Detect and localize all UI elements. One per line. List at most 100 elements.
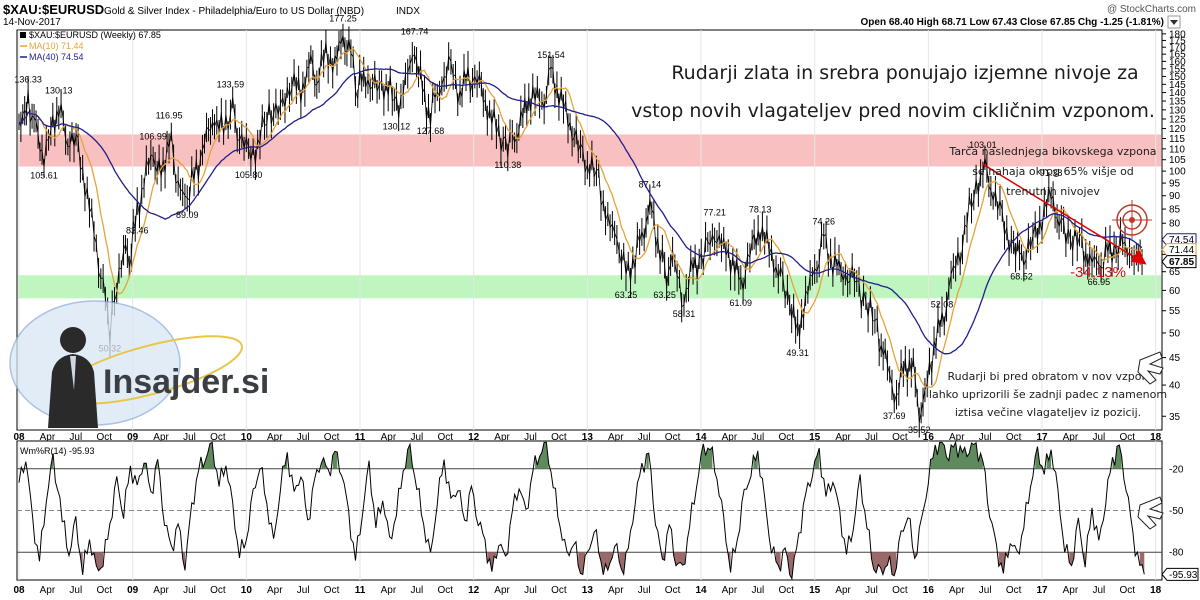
price-y-tick-label: 65 — [1169, 267, 1181, 278]
target-note-2: se nahaja okrog 65% višje od — [972, 165, 1134, 178]
wr-x-tick-label: 12 — [468, 585, 480, 596]
price-y-tick-label: 105 — [1169, 155, 1186, 166]
price-panel-frame — [16, 29, 1163, 431]
wr-x-tick-label: 15 — [809, 585, 821, 596]
wr-x-tick-label: Oct — [210, 585, 226, 596]
wr-overbought-fill — [282, 452, 288, 469]
price-x-tick-label: Jul — [979, 432, 992, 443]
price-label: 105.80 — [235, 170, 263, 180]
price-label: 177.25 — [329, 13, 357, 23]
ma10-line — [18, 47, 1143, 388]
chart-symbol: $XAU:$EURUSD — [3, 2, 104, 17]
wr-x-tick-label: Oct — [778, 585, 794, 596]
wr-x-tick-label: Apr — [153, 585, 169, 596]
wr-x-tick-label: 09 — [127, 585, 139, 596]
price-label: 35.52 — [908, 425, 931, 435]
price-label: 167.74 — [401, 26, 429, 36]
price-y-tick-label: 170 — [1169, 43, 1186, 54]
price-x-tick-label: Jul — [524, 432, 537, 443]
price-x-tick-label: Apr — [949, 432, 965, 443]
wr-x-tick-label: Apr — [267, 585, 283, 596]
price-label: 78.13 — [749, 205, 772, 215]
price-x-tick-label: Jul — [410, 432, 423, 443]
price-x-tick-label: Apr — [381, 432, 397, 443]
wr-x-tick-label: Oct — [324, 585, 340, 596]
wr-x-tick-label: 16 — [923, 585, 935, 596]
price-label: 105.61 — [30, 170, 58, 180]
logo-text: Insajder.si — [103, 363, 269, 401]
price-label: 63.25 — [615, 290, 638, 300]
wr-overbought-fill — [200, 442, 215, 469]
price-y-tick-label: 150 — [1169, 72, 1186, 83]
price-x-tick-label: Apr — [153, 432, 169, 443]
wr-x-tick-label: 17 — [1036, 585, 1048, 596]
wr-x-tick-label: 08 — [13, 585, 25, 596]
price-label: 106.99 — [139, 131, 167, 141]
scroll-arrow-icon[interactable] — [1167, 15, 1181, 29]
price-x-tick-label: 13 — [582, 432, 594, 443]
price-y-tick-label: 100 — [1169, 167, 1186, 178]
price-label: 110.38 — [494, 160, 521, 170]
price-x-tick-label: 15 — [809, 432, 821, 443]
price-label: 130.12 — [383, 122, 411, 132]
ma40-line — [18, 68, 1143, 355]
price-x-tick-label: Apr — [494, 432, 510, 443]
price-tag-label: 71.44 — [1169, 245, 1194, 256]
price-tag-box — [1161, 255, 1197, 269]
target-note-1: Tarča naslednjega bikovskega vzpona — [948, 145, 1156, 158]
watermark: @ StockCharts.com — [1107, 4, 1196, 15]
price-y-tick-label: 130 — [1169, 105, 1186, 116]
price-label: 136.33 — [14, 75, 42, 85]
decline-arrowhead — [1130, 249, 1147, 265]
price-y-tick-label: 95 — [1169, 179, 1181, 190]
legend-ma10: MA(10) 71.44 — [29, 41, 84, 51]
price-y-tick-label: 125 — [1169, 115, 1186, 126]
price-y-tick-label: 90 — [1169, 191, 1181, 202]
price-x-tick-label: Oct — [892, 432, 908, 443]
price-label: 74.26 — [813, 217, 836, 227]
wr-x-tick-label: Jul — [410, 585, 423, 596]
price-x-tick-label: Jul — [865, 432, 878, 443]
price-x-tick-label: 17 — [1036, 432, 1048, 443]
price-x-tick-label: Apr — [1063, 432, 1079, 443]
legend-price: $XAU:$EURUSD (Weekly) 67.85 — [29, 30, 161, 40]
price-x-tick-label: 08 — [13, 432, 25, 443]
price-x-tick-label: Apr — [835, 432, 851, 443]
wr-x-tick-label: Oct — [551, 585, 567, 596]
price-label: 130.13 — [45, 86, 73, 96]
price-x-tick-label: Oct — [551, 432, 567, 443]
price-label: 91.38 — [1040, 168, 1063, 178]
price-x-tick-label: 09 — [127, 432, 139, 443]
wr-x-tick-label: 18 — [1150, 585, 1162, 596]
price-y-tick-label: 120 — [1169, 124, 1186, 135]
price-x-tick-label: 16 — [923, 432, 935, 443]
support-zone — [18, 275, 1161, 299]
price-tag-box — [1161, 243, 1197, 257]
price-x-tick-label: Oct — [665, 432, 681, 443]
price-label: 61.09 — [730, 298, 753, 308]
wr-last-tag-label: -95.93 — [1169, 570, 1198, 581]
price-legend: $XAU:$EURUSD (Weekly) 67.85 MA(10) 71.44… — [20, 30, 161, 62]
wr-x-tick-label: Jul — [865, 585, 878, 596]
chart-description: Gold & Silver Index - Philadelphia/Euro … — [104, 6, 364, 17]
wr-x-tick-label: 11 — [355, 585, 366, 596]
price-label: 151.54 — [537, 50, 565, 60]
wr-x-tick-label: 14 — [695, 585, 707, 596]
price-y-tick-label: 175 — [1169, 36, 1186, 47]
price-y-tick-label: 80 — [1169, 219, 1181, 230]
target-crosshair-icon — [1112, 200, 1152, 240]
price-y-tick-label: 60 — [1169, 286, 1181, 297]
wr-overbought-fill — [1112, 445, 1122, 469]
wr-x-tick-label: Apr — [40, 585, 56, 596]
price-x-tick-label: Oct — [324, 432, 340, 443]
target-note-3: trenutnih nivojev — [1006, 185, 1100, 198]
price-y-tick-label: 140 — [1169, 88, 1186, 99]
decline-percent-label: -34,13% — [1070, 264, 1126, 281]
price-x-tick-label: 11 — [355, 432, 366, 443]
price-y-tick-label: 55 — [1169, 306, 1181, 317]
wr-oversold-fill — [776, 552, 781, 572]
price-x-tick-label: Apr — [608, 432, 624, 443]
price-label: 103.01 — [969, 140, 997, 150]
